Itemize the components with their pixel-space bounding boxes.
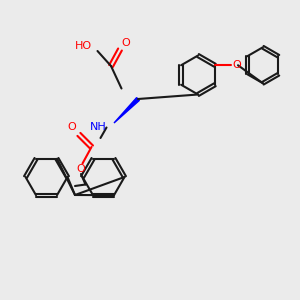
Text: O: O <box>232 60 241 70</box>
Text: O: O <box>76 164 85 175</box>
Text: O: O <box>68 122 76 133</box>
Text: HO: HO <box>74 40 92 51</box>
Text: NH: NH <box>90 122 106 133</box>
Text: O: O <box>122 38 130 49</box>
Polygon shape <box>114 98 140 123</box>
